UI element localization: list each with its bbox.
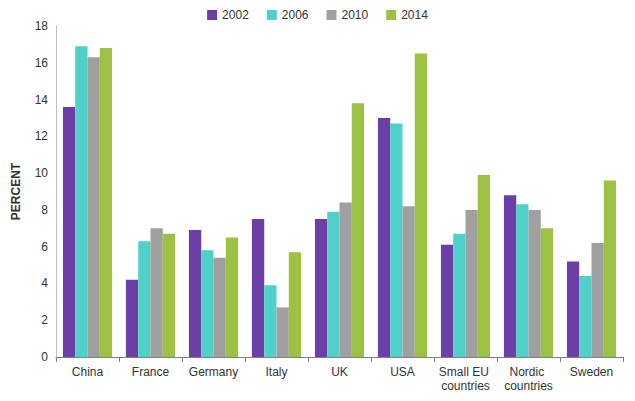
svg-text:6: 6 — [41, 240, 48, 254]
svg-text:4: 4 — [41, 276, 48, 290]
svg-text:Italy: Italy — [265, 365, 287, 379]
svg-text:Sweden: Sweden — [570, 365, 613, 379]
svg-text:2010: 2010 — [342, 8, 369, 22]
svg-text:countries: countries — [441, 379, 490, 393]
svg-text:2006: 2006 — [282, 8, 309, 22]
svg-text:Nordic: Nordic — [509, 365, 547, 379]
svg-text:16: 16 — [35, 56, 49, 70]
svg-text:USA: USA — [390, 365, 415, 379]
svg-text:10: 10 — [35, 166, 49, 180]
svg-text:0: 0 — [41, 350, 48, 364]
svg-text:18: 18 — [35, 19, 49, 33]
svg-text:countries: countries — [504, 379, 553, 393]
svg-text:China: China — [72, 365, 104, 379]
svg-text:Small EU: Small EU — [439, 365, 492, 379]
svg-text:12: 12 — [35, 129, 49, 143]
svg-text:UK: UK — [331, 365, 348, 379]
svg-text:8: 8 — [41, 203, 48, 217]
svg-text:France: France — [132, 365, 170, 379]
svg-text:2002: 2002 — [222, 8, 249, 22]
svg-text:2014: 2014 — [401, 8, 428, 22]
svg-text:PERCENT: PERCENT — [9, 162, 23, 220]
svg-text:14: 14 — [35, 93, 49, 107]
svg-text:2: 2 — [41, 313, 48, 327]
svg-text:Germany: Germany — [189, 365, 238, 379]
